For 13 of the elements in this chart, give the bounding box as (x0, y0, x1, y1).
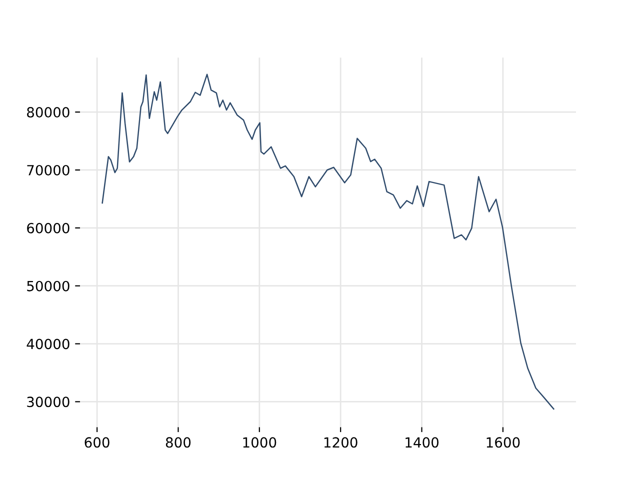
x-tick-label: 1200 (324, 437, 358, 448)
x-tick-label: 1000 (243, 437, 276, 448)
x-tick-label: 1400 (406, 437, 439, 448)
line-series (102, 74, 554, 410)
x-tick-label: 800 (166, 437, 191, 448)
x-tick-label: 600 (84, 437, 110, 448)
y-tick-label: 80000 (27, 107, 70, 118)
y-tick-label: 30000 (27, 396, 70, 408)
y-tick-label: 50000 (27, 280, 70, 292)
y-tick-label: 70000 (27, 164, 70, 176)
y-tick-label: 40000 (26, 338, 70, 350)
y-tick-label: 60000 (27, 222, 70, 234)
x-tick-label: 1600 (486, 437, 520, 448)
